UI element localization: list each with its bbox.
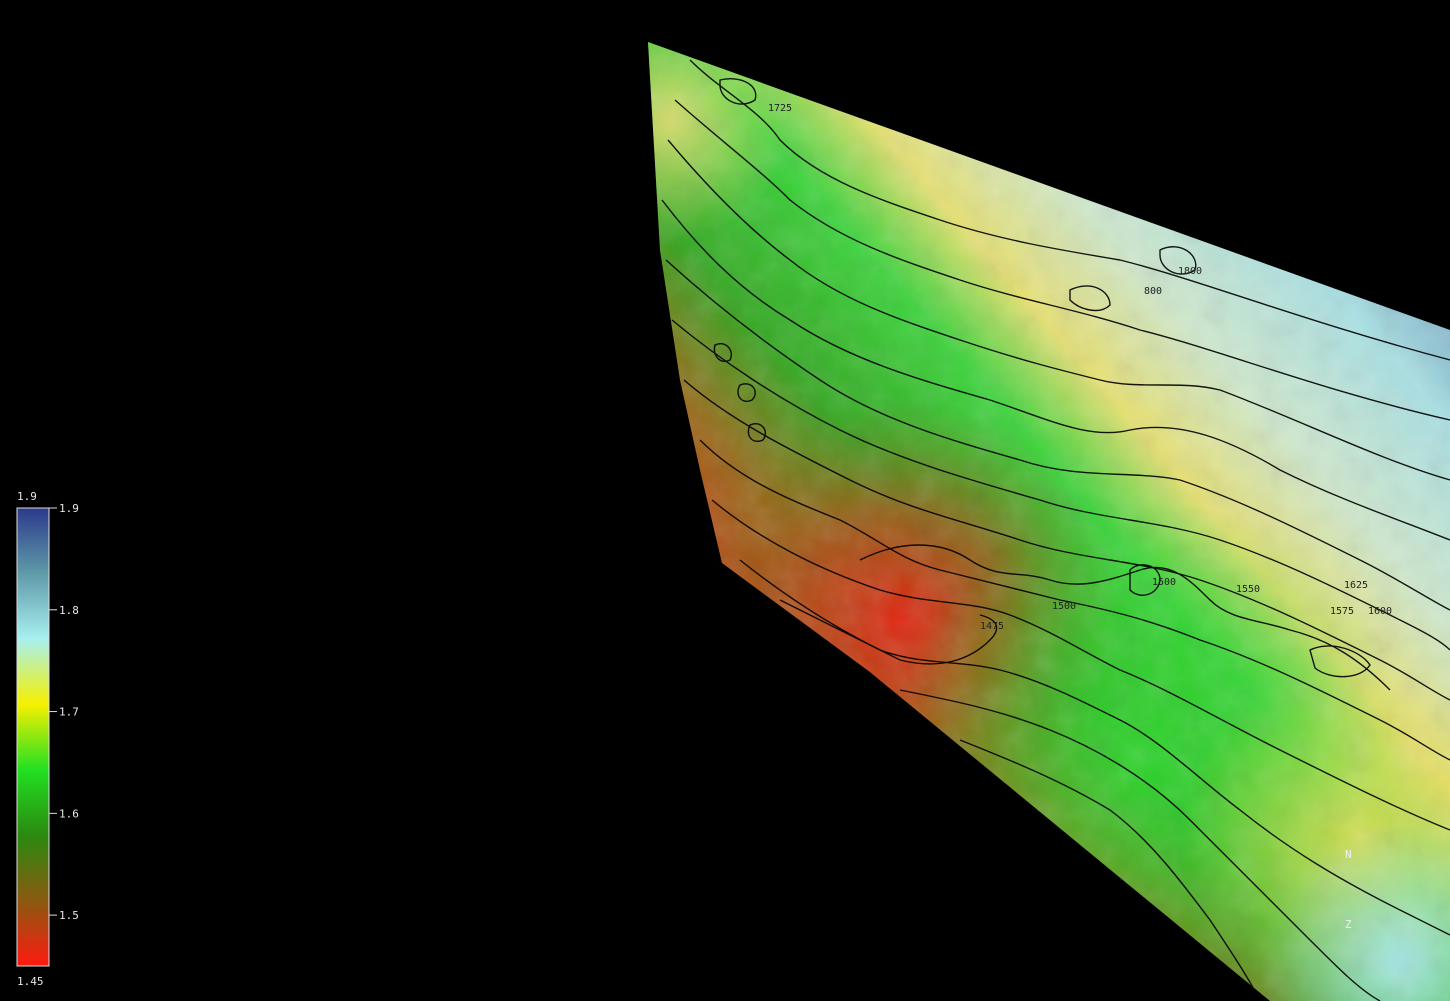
contour-label: 1600	[1368, 606, 1392, 617]
colorbar-tick-label: 1.6	[59, 807, 79, 820]
contour-labels: 1725 1800 800 1500 1550 1500 1475 1625 1…	[768, 103, 1392, 632]
north-label: N	[1345, 848, 1352, 861]
contour-label: 1500	[1052, 601, 1076, 612]
colorbar-tick-label: 1.5	[59, 909, 79, 922]
z-axis-label: Z	[1345, 918, 1352, 931]
contour-label: 1575	[1330, 606, 1354, 617]
colorbar-ticks: 1.9 1.8 1.7 1.6 1.5	[49, 502, 79, 922]
contour-lines	[661, 59, 1450, 1001]
contour-label: 1550	[1236, 584, 1260, 595]
contour-label: 1625	[1344, 580, 1368, 591]
colorbar-tick-label: 1.9	[59, 502, 79, 515]
terrain-surface[interactable]: 1725 1800 800 1500 1550 1500 1475 1625 1…	[600, 0, 1450, 1001]
colorbar-tick-label: 1.8	[59, 604, 79, 617]
colorbar-legend: 1.9 1.9 1.8 1.7 1.6 1.5 1.45	[16, 490, 79, 988]
contour-label: 1800	[1178, 266, 1202, 277]
contour-label: 1725	[768, 103, 792, 114]
colorbar-ramp	[16, 507, 50, 967]
colorbar-tick-label: 1.7	[59, 706, 79, 719]
orientation-axes: N Z	[1345, 848, 1352, 931]
colorbar-max-label: 1.9	[17, 490, 37, 503]
contour-label: 800	[1144, 286, 1162, 297]
colorbar-min-label: 1.45	[17, 975, 44, 988]
contour-label: 1500	[1152, 577, 1176, 588]
contour-label: 1475	[980, 621, 1004, 632]
